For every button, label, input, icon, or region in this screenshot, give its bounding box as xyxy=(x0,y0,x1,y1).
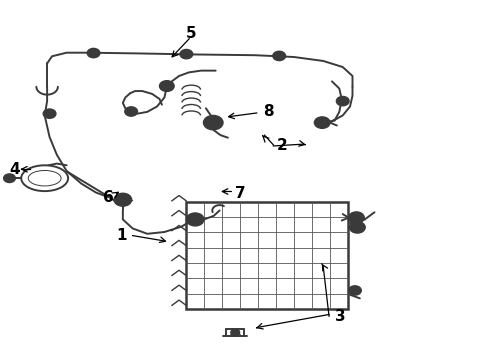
Circle shape xyxy=(203,116,223,130)
Circle shape xyxy=(3,174,15,183)
Bar xyxy=(186,202,347,309)
Text: 1: 1 xyxy=(117,228,127,243)
Ellipse shape xyxy=(28,171,61,186)
Circle shape xyxy=(43,109,56,118)
Circle shape xyxy=(348,212,364,224)
Text: 6: 6 xyxy=(103,190,114,206)
Circle shape xyxy=(207,118,219,127)
Text: 3: 3 xyxy=(335,310,345,324)
Circle shape xyxy=(87,48,100,58)
Circle shape xyxy=(336,96,349,106)
Text: 5: 5 xyxy=(186,26,196,41)
Text: 8: 8 xyxy=(263,104,274,119)
Circle shape xyxy=(125,107,138,116)
Circle shape xyxy=(349,222,365,233)
Circle shape xyxy=(231,329,240,336)
Circle shape xyxy=(180,49,193,59)
Circle shape xyxy=(186,213,204,226)
Text: 7: 7 xyxy=(235,186,245,201)
Text: 4: 4 xyxy=(9,162,20,177)
Circle shape xyxy=(348,286,361,295)
Circle shape xyxy=(315,117,330,129)
Circle shape xyxy=(114,193,132,206)
Circle shape xyxy=(159,81,174,91)
Text: 2: 2 xyxy=(276,139,287,153)
Ellipse shape xyxy=(21,165,68,191)
Circle shape xyxy=(273,51,286,60)
